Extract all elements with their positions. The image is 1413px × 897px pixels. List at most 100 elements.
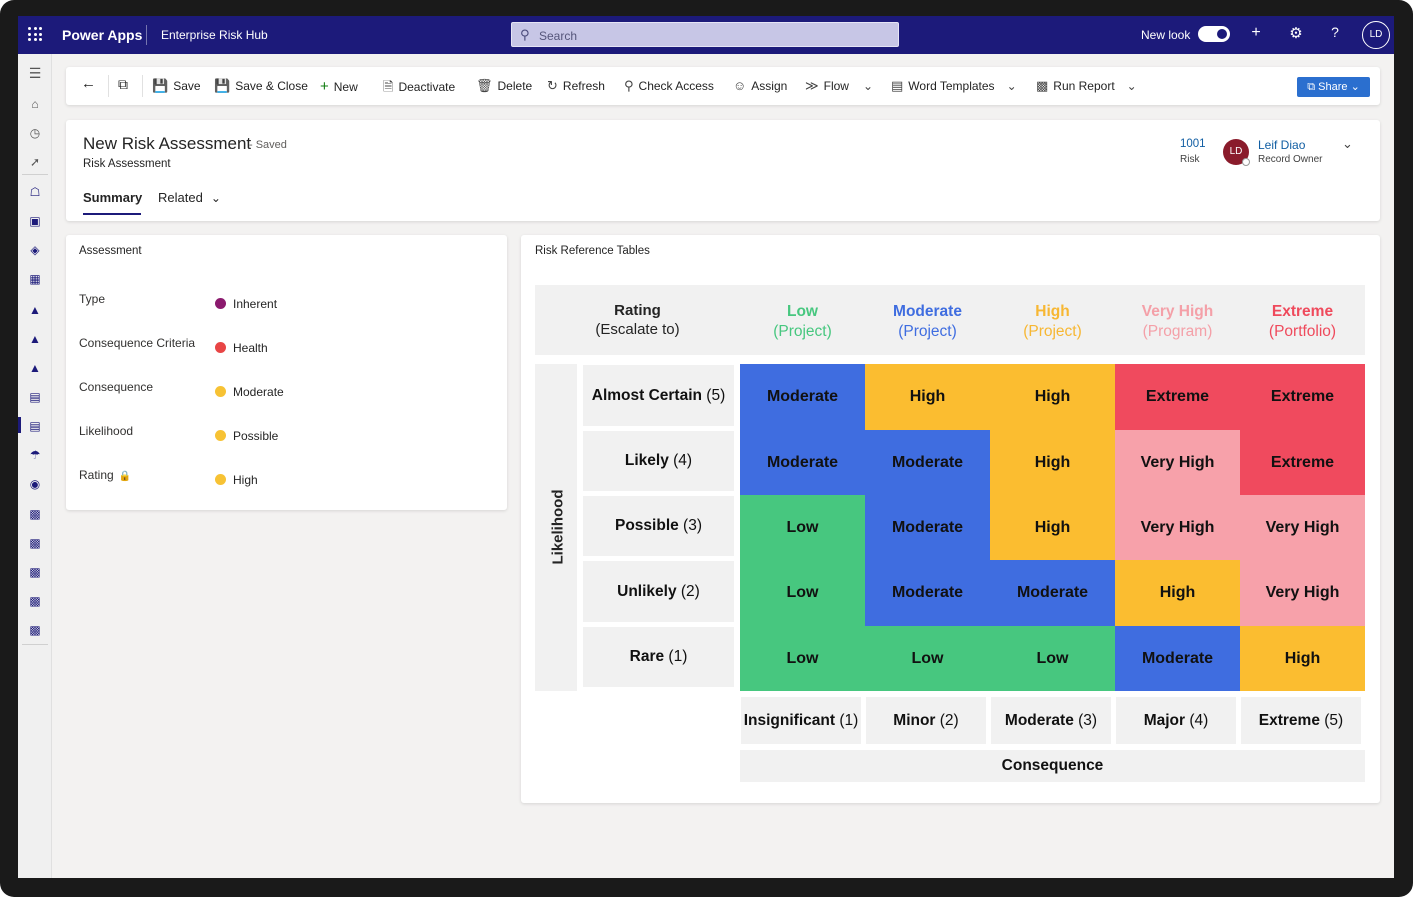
matrix-cell: Extreme bbox=[1115, 364, 1240, 430]
divider bbox=[146, 25, 147, 45]
entity-name: Risk Assessment bbox=[83, 158, 171, 170]
matrix-cell: Low bbox=[865, 626, 990, 691]
help-icon[interactable]: ? bbox=[1331, 24, 1339, 40]
section-title: Assessment bbox=[79, 245, 142, 257]
field-value[interactable]: Health bbox=[215, 341, 268, 355]
deactivate-button[interactable]: 🗎 Deactivate bbox=[383, 79, 456, 94]
rating-level-header: Low (Project) bbox=[773, 303, 832, 340]
chevron-down-icon: ⌄ bbox=[1006, 79, 1017, 93]
dashboard-home-icon[interactable]: ☖ bbox=[29, 185, 41, 199]
chevron-down-icon: ⌄ bbox=[862, 79, 874, 93]
warning-icon[interactable]: ▲ bbox=[29, 303, 41, 317]
share-button[interactable]: ⧉ Share ⌄ bbox=[1297, 77, 1370, 97]
likelihood-axis-label: Likelihood bbox=[549, 489, 567, 565]
flow-button[interactable]: ≫ Flow ⌄ bbox=[805, 78, 874, 93]
delete-button[interactable]: 🗑 Delete bbox=[476, 78, 533, 93]
assessment-icon[interactable]: ▤ bbox=[29, 419, 41, 433]
warning-icon[interactable]: ▲ bbox=[29, 361, 41, 375]
field-value[interactable]: Moderate bbox=[215, 385, 284, 399]
warning-icon[interactable]: ▲ bbox=[29, 332, 41, 346]
report-icon[interactable]: ▩ bbox=[29, 565, 41, 579]
field-label: Type bbox=[79, 292, 106, 306]
app-screen: Power Apps Enterprise Risk Hub ⚲ Search … bbox=[18, 16, 1394, 878]
search-placeholder: Search bbox=[539, 29, 578, 43]
likelihood-row-label: Rare (1) bbox=[583, 627, 734, 687]
matrix-cell: High bbox=[1115, 560, 1240, 626]
app-launcher-icon[interactable] bbox=[28, 27, 42, 41]
lock-icon: 🔒 bbox=[118, 471, 132, 482]
matrix-cell: Low bbox=[740, 495, 865, 560]
consequence-column-label: Major (4) bbox=[1116, 697, 1236, 744]
refresh-button[interactable]: ↻ Refresh bbox=[547, 78, 605, 93]
likelihood-row-label: Possible (3) bbox=[583, 496, 734, 556]
top-nav-bar: Power Apps Enterprise Risk Hub ⚲ Search … bbox=[18, 16, 1394, 54]
check-access-button[interactable]: ⚲ Check Access bbox=[624, 78, 714, 93]
new-button[interactable]: + New bbox=[320, 78, 358, 95]
word-icon: ▤ bbox=[891, 78, 904, 93]
left-rail: ☰ ⌂ ◷ ➚ ☖ ▣ ◈ ▦ ▲ ▲ ▲ ▤ ▤ ☂ ◉ ▩ ▩ ▩ ▩ ▩ bbox=[18, 54, 52, 878]
risk-number-label: Risk bbox=[1180, 154, 1200, 165]
field-label: Consequence Criteria bbox=[79, 336, 196, 350]
likelihood-row-label: Almost Certain (5) bbox=[583, 365, 734, 426]
matrix-cell: Moderate bbox=[740, 364, 865, 430]
search-box[interactable]: ⚲ Search bbox=[511, 22, 899, 47]
umbrella-icon[interactable]: ☂ bbox=[29, 448, 41, 462]
back-icon[interactable]: ← bbox=[81, 75, 96, 92]
likelihood-axis-band bbox=[535, 364, 577, 691]
consequence-column-label: Moderate (3) bbox=[991, 697, 1111, 744]
active-indicator bbox=[18, 417, 21, 433]
field-label: Likelihood bbox=[79, 424, 134, 438]
gear-icon[interactable]: ⚙ bbox=[1289, 25, 1303, 42]
app-name[interactable]: Power Apps bbox=[62, 27, 143, 43]
plus-icon[interactable]: + bbox=[1251, 24, 1261, 41]
save-close-button[interactable]: 💾 Save & Close bbox=[214, 78, 308, 93]
tab-summary[interactable]: Summary bbox=[83, 190, 143, 205]
matrix-cell: High bbox=[990, 495, 1115, 560]
field-value[interactable]: Possible bbox=[215, 429, 278, 443]
new-look-toggle[interactable] bbox=[1198, 26, 1230, 42]
pin-icon[interactable]: ➚ bbox=[29, 155, 41, 169]
risk-number[interactable]: 1001 bbox=[1180, 138, 1206, 150]
owner-name[interactable]: Leif Diao bbox=[1258, 138, 1306, 152]
report-icon[interactable]: ▩ bbox=[29, 623, 41, 637]
open-new-window-icon[interactable]: ⧉ bbox=[118, 76, 128, 92]
user-avatar[interactable]: LD bbox=[1362, 21, 1390, 49]
save-close-icon: 💾 bbox=[214, 78, 231, 93]
assign-button[interactable]: ☺ Assign bbox=[733, 78, 788, 93]
report-icon[interactable]: ▩ bbox=[29, 594, 41, 608]
shield-icon[interactable]: ◉ bbox=[29, 477, 41, 491]
rating-header-band bbox=[535, 285, 1365, 355]
rating-level-header: Very High (Program) bbox=[1141, 303, 1214, 340]
folder-icon[interactable]: ▣ bbox=[29, 214, 41, 228]
board-icon[interactable]: ▦ bbox=[29, 272, 41, 286]
matrix-cell: High bbox=[1240, 626, 1365, 691]
field-value[interactable]: High bbox=[215, 473, 258, 487]
home-icon[interactable]: ⌂ bbox=[31, 97, 39, 111]
report-icon[interactable]: ▩ bbox=[29, 536, 41, 550]
new-look-label: New look bbox=[1141, 28, 1191, 42]
field-value[interactable]: Inherent bbox=[215, 297, 277, 311]
run-report-button[interactable]: ▩ Run Report ⌄ bbox=[1036, 78, 1137, 93]
environment-name[interactable]: Enterprise Risk Hub bbox=[161, 28, 268, 42]
chevron-down-icon[interactable]: ⌄ bbox=[1342, 136, 1353, 151]
matrix-cell: High bbox=[990, 364, 1115, 430]
word-templates-button[interactable]: ▤ Word Templates ⌄ bbox=[891, 78, 1017, 93]
rating-level-header: High (Project) bbox=[1023, 303, 1082, 340]
search-icon: ⚲ bbox=[520, 27, 530, 42]
hamburger-icon[interactable]: ☰ bbox=[28, 65, 42, 81]
assessment-section: Assessment Type Inherent Consequence Crite… bbox=[66, 235, 507, 510]
consequence-column-label: Insignificant (1) bbox=[741, 697, 861, 744]
tab-related[interactable]: Related ⌄ bbox=[158, 190, 221, 205]
layers-icon[interactable]: ◈ bbox=[30, 243, 40, 257]
matrix-cell: Very High bbox=[1115, 430, 1240, 495]
report-icon[interactable]: ▩ bbox=[29, 507, 41, 521]
matrix-cell: Low bbox=[990, 626, 1115, 691]
owner-label: Record Owner bbox=[1258, 154, 1323, 165]
save-button[interactable]: 💾 Save bbox=[152, 78, 201, 93]
section-title: Risk Reference Tables bbox=[535, 245, 650, 257]
owner-avatar: LD bbox=[1223, 139, 1249, 165]
recent-icon[interactable]: ◷ bbox=[29, 126, 41, 140]
checklist-icon[interactable]: ▤ bbox=[29, 390, 41, 404]
record-title: New Risk Assessment bbox=[83, 134, 252, 153]
status-dot-icon bbox=[215, 430, 226, 441]
